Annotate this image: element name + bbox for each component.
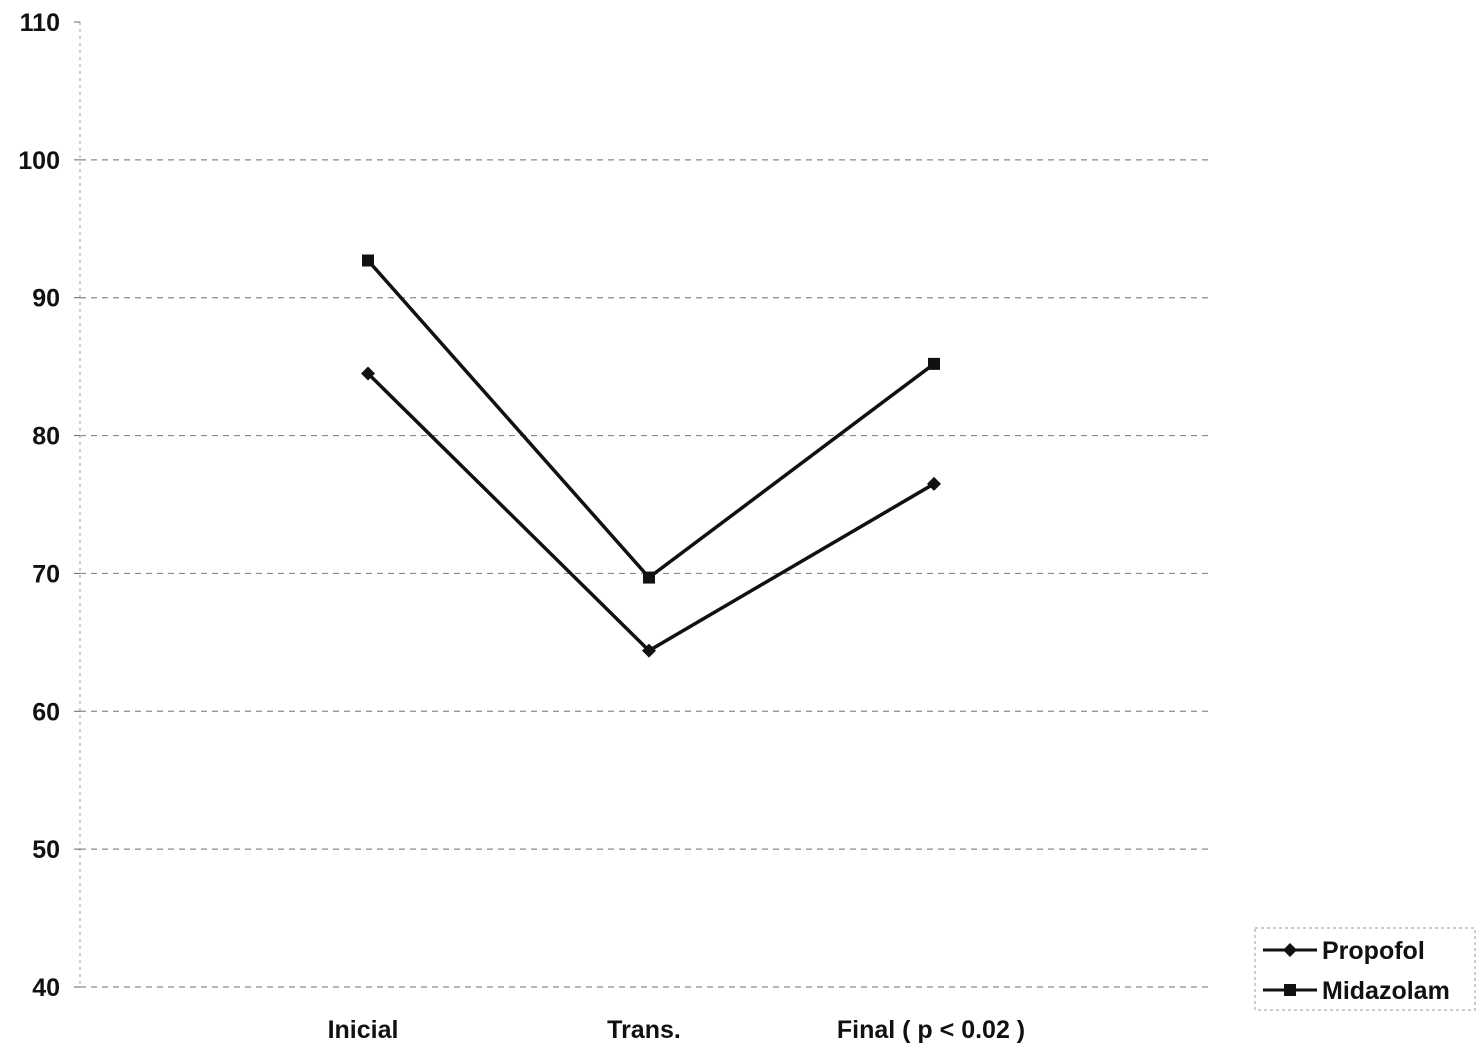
legend-marker-square [1284,984,1296,996]
series-line [366,259,936,580]
gridlines [79,22,1210,988]
y-tick-label: 110 [20,9,60,37]
series-line [366,372,935,653]
data-point-diamond [642,643,656,658]
legend: Propofol Midazolam [1254,927,1476,1011]
legend-label: Midazolam [1322,977,1450,1005]
x-axis-categories: Inicial Trans. Final ( p < 0.02 ) [328,1016,1026,1044]
legend-item: Propofol [1263,937,1425,965]
y-tick-label: 100 [18,147,60,175]
y-tick-label: 80 [32,423,60,451]
x-category-label: Final ( p < 0.02 ) [837,1016,1025,1044]
y-tick-label: 40 [32,974,60,1002]
series-midazolam [362,254,940,584]
data-point-square [362,254,374,267]
x-category-label: Trans. [607,1016,681,1044]
data-point-square [643,571,655,584]
data-point-diamond [927,476,941,491]
legend-marker-diamond [1283,943,1297,957]
y-axis-ticks: 40 50 60 70 80 90 100 110 [18,9,80,1002]
series [361,254,941,658]
y-tick-label: 50 [32,836,60,864]
x-category-label: Inicial [328,1016,399,1044]
series-propofol [361,366,941,658]
y-tick-label: 90 [32,285,60,313]
y-tick-label: 70 [32,560,60,588]
data-point-square [928,357,940,370]
legend-item: Midazolam [1263,977,1450,1005]
y-tick-label: 60 [32,698,60,726]
legend-label: Propofol [1322,937,1425,965]
legend-box [1254,927,1476,1011]
data-point-diamond [361,366,375,381]
